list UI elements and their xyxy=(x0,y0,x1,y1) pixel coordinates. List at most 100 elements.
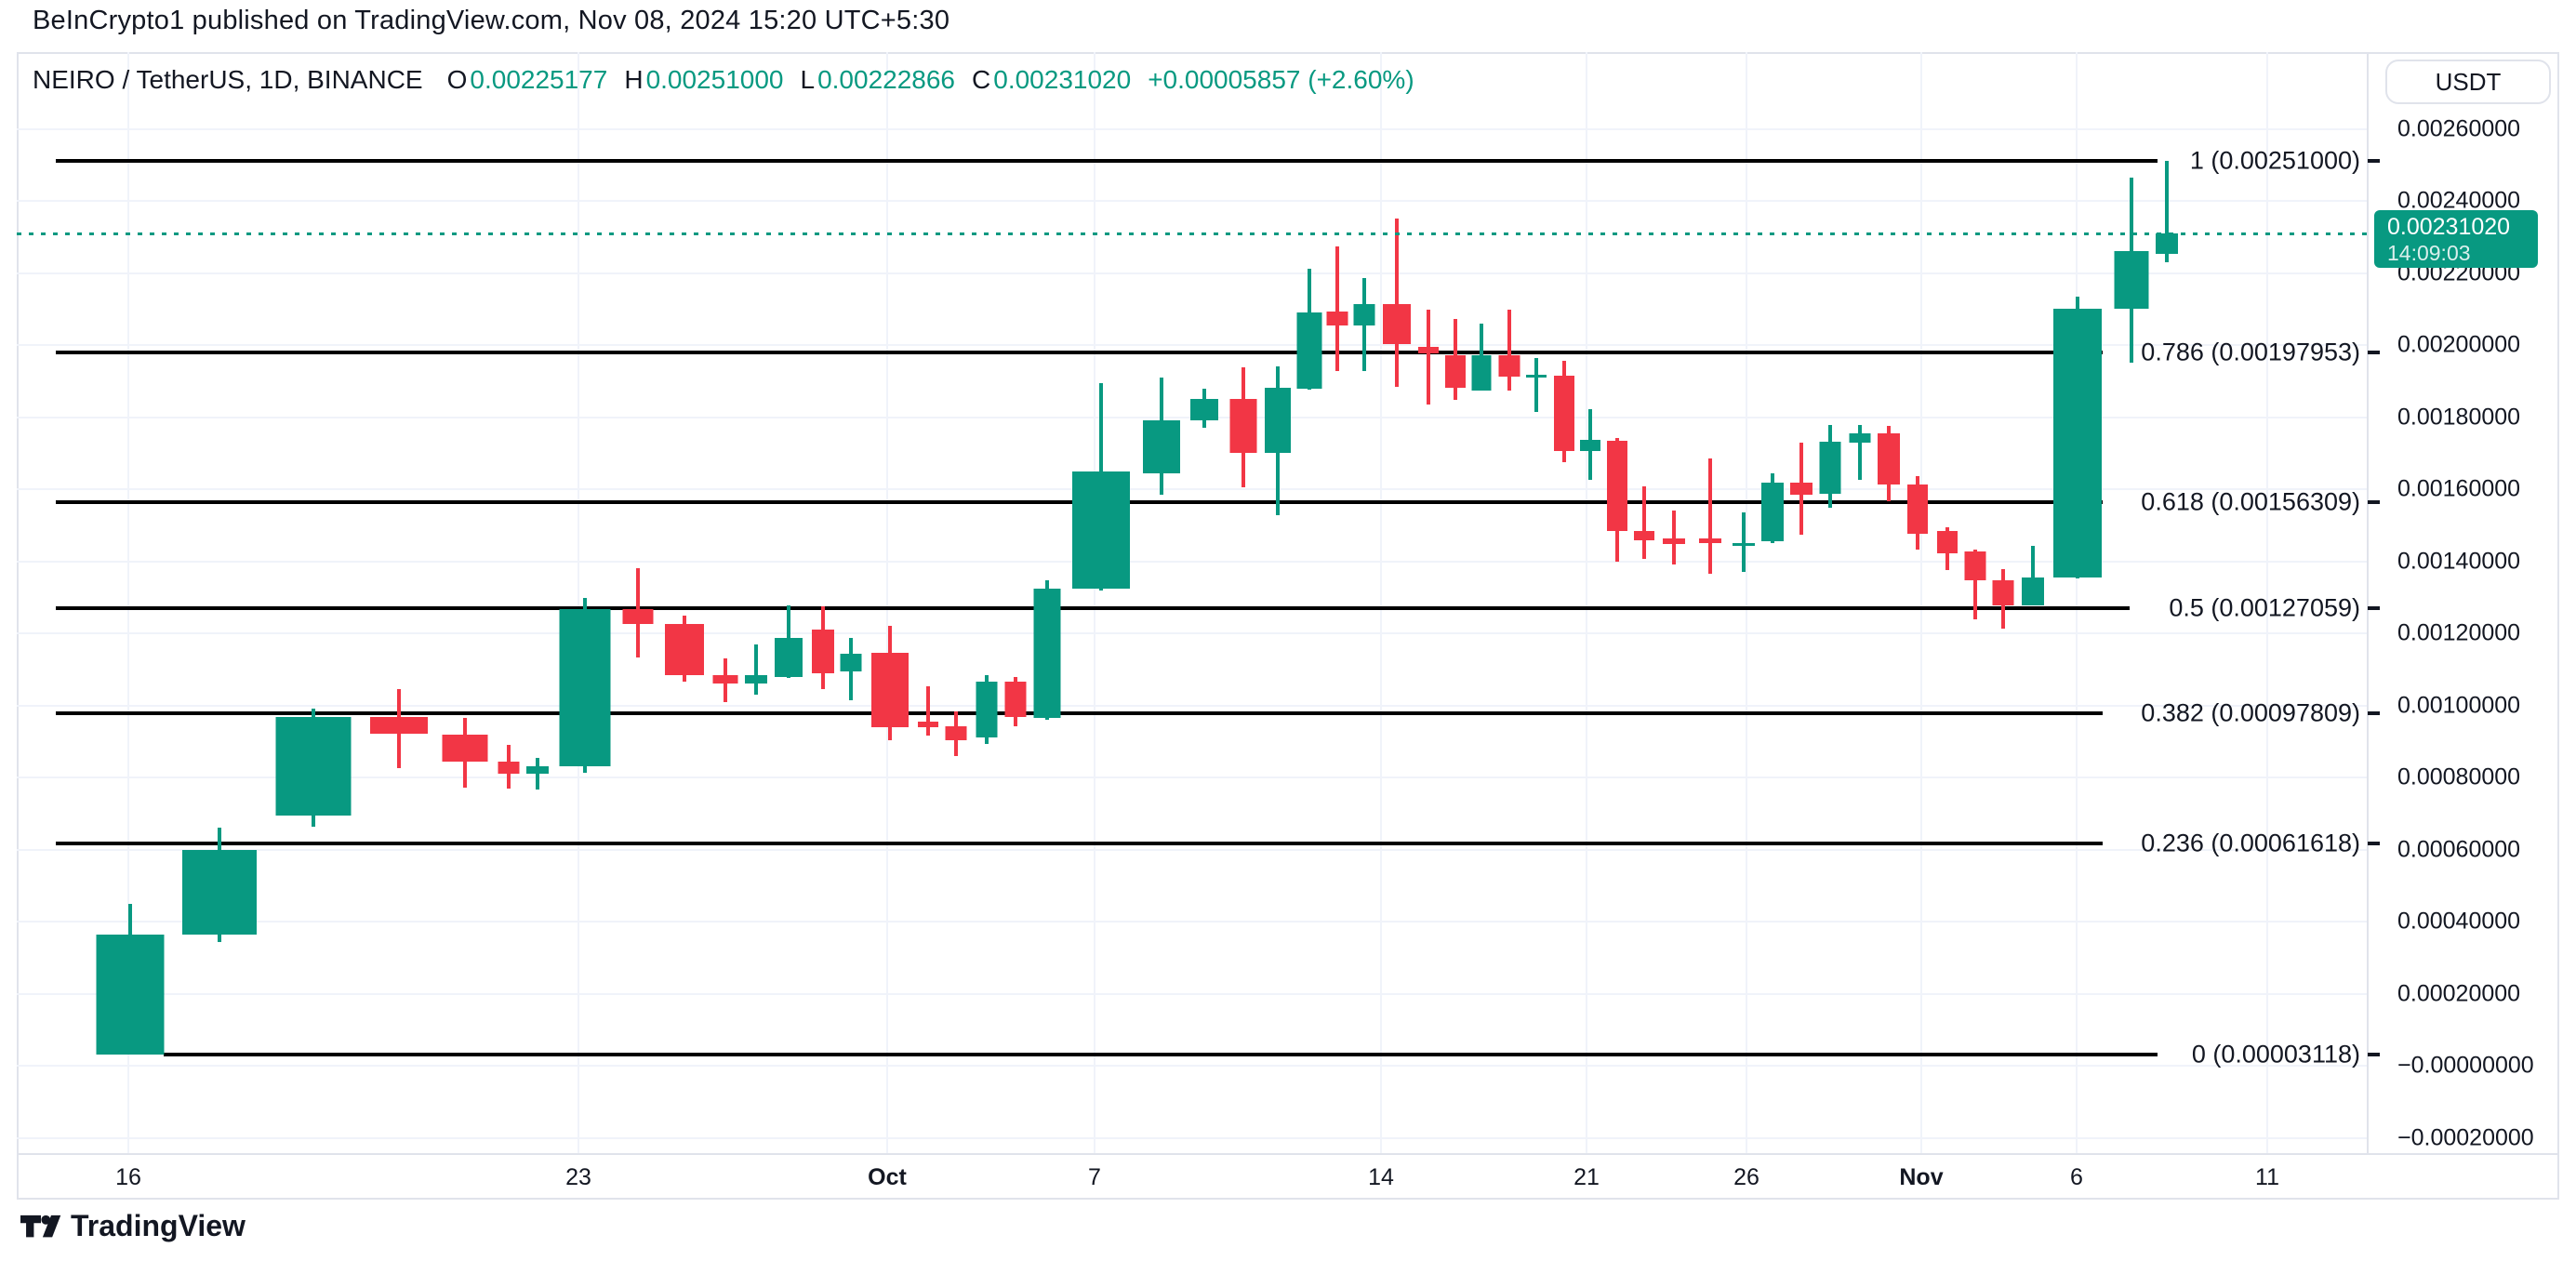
vertical-gridline xyxy=(1380,52,1382,1153)
candle-wick xyxy=(2165,161,2169,263)
candle xyxy=(1229,399,1257,454)
price-axis-label: 0.00140000 xyxy=(2397,548,2521,574)
tradingview-attribution[interactable]: TradingView xyxy=(20,1209,246,1243)
candle xyxy=(945,725,967,740)
vertical-gridline xyxy=(1094,52,1095,1153)
candle-wick xyxy=(536,757,539,790)
fib-level-line xyxy=(56,159,2158,164)
fib-axis-tick xyxy=(2368,710,2380,715)
candle xyxy=(1326,311,1348,326)
candle xyxy=(442,734,488,763)
price-scale[interactable]: 0.00260000 0.00240000 0.00220000 0.00200000… xyxy=(2367,52,2559,1153)
candle-wick xyxy=(1335,246,1339,372)
candle xyxy=(1849,433,1871,444)
fib-level-line xyxy=(164,1052,2158,1056)
horizontal-gridline xyxy=(17,777,2367,778)
time-scale[interactable]: 16 23 Oct 7 14 21 26 Nov 6 11 xyxy=(17,1153,2559,1200)
candle xyxy=(775,638,803,678)
horizontal-gridline xyxy=(17,992,2367,995)
candle xyxy=(1733,542,1755,546)
fib-axis-tick xyxy=(2368,159,2380,164)
candle xyxy=(1992,580,2014,606)
candle xyxy=(1790,482,1812,495)
fib-level-label: 0.786 (0.00197953) xyxy=(2141,338,2360,366)
price-axis-label: 0.00180000 xyxy=(2397,404,2521,430)
candle-wick xyxy=(1973,549,1977,620)
time-axis-label: 21 xyxy=(1573,1164,1600,1190)
candle xyxy=(96,935,165,1055)
candle xyxy=(1554,376,1574,452)
candle xyxy=(1296,312,1322,390)
fib-level-label: 0.236 (0.00061618) xyxy=(2141,829,2360,857)
candle-wick xyxy=(926,686,930,736)
candle xyxy=(1878,433,1900,484)
currency-unit-button[interactable]: USDT xyxy=(2385,60,2551,104)
price-axis-label: 0.00260000 xyxy=(2397,115,2521,141)
candle xyxy=(1445,355,1466,389)
vertical-gridline xyxy=(578,52,579,1153)
candle xyxy=(1964,551,1986,581)
candle-wick xyxy=(754,644,758,695)
candle xyxy=(976,682,998,738)
candle-wick xyxy=(1427,310,1430,405)
horizontal-gridline xyxy=(17,560,2367,563)
candle xyxy=(812,630,834,673)
symbol-legend: NEIRO / TetherUS, 1D, BINANCE O 0.00225177… xyxy=(33,65,1431,95)
candle-wick xyxy=(1642,485,1646,559)
candle xyxy=(1699,538,1721,544)
candle xyxy=(1937,530,1958,553)
candle-wick xyxy=(1672,510,1676,564)
legend-part: 0.00231020 xyxy=(993,65,1132,94)
candle xyxy=(1265,388,1291,454)
candle xyxy=(745,675,767,684)
fib-axis-tick xyxy=(2368,500,2380,505)
horizontal-gridline xyxy=(17,127,2367,130)
candle xyxy=(1190,399,1218,421)
horizontal-gridline xyxy=(17,632,2367,634)
price-axis-label: 0.00080000 xyxy=(2397,763,2521,790)
fib-level-label: 1 (0.00251000) xyxy=(2189,146,2360,175)
legend-part: H xyxy=(624,65,644,94)
legend-part: C xyxy=(972,65,991,94)
candle xyxy=(1498,355,1520,378)
candle xyxy=(2022,577,2044,606)
fib-level-label: 0 (0.00003118) xyxy=(2191,1040,2360,1069)
price-axis-label: 0.00040000 xyxy=(2397,908,2521,935)
candle xyxy=(622,609,654,625)
time-axis-label: 11 xyxy=(2255,1164,2279,1190)
candle xyxy=(2156,232,2178,255)
time-axis-label: 7 xyxy=(1088,1164,1101,1190)
candle xyxy=(1383,303,1411,344)
legend-part: +0.00005857 (+2.60%) xyxy=(1148,65,1414,94)
legend-part: 0.00222866 xyxy=(817,65,956,94)
legend-part: NEIRO / TetherUS, 1D, BINANCE xyxy=(33,65,423,94)
vertical-gridline xyxy=(1920,52,1922,1153)
horizontal-gridline xyxy=(17,344,2367,346)
candle xyxy=(712,674,738,684)
candle xyxy=(1418,346,1439,353)
fib-axis-tick xyxy=(2368,350,2380,354)
fib-axis-tick xyxy=(2368,1052,2380,1056)
time-axis-label: 14 xyxy=(1368,1164,1394,1190)
price-axis-label: 0.00020000 xyxy=(2397,980,2521,1006)
candle xyxy=(918,721,938,727)
horizontal-gridline xyxy=(17,488,2367,490)
chart-plot-area[interactable]: 1 (0.00251000) 0.786 (0.00197953) 0.618 (0… xyxy=(17,52,2367,1153)
tradingview-logo-icon xyxy=(20,1215,61,1237)
time-axis-label: 26 xyxy=(1733,1164,1759,1190)
price-axis-label: −0.00000000 xyxy=(2397,1052,2534,1079)
vertical-gridline xyxy=(2266,52,2268,1153)
vertical-gridline xyxy=(886,52,888,1153)
time-axis-label: Nov xyxy=(1899,1164,1944,1190)
candle xyxy=(1663,538,1685,545)
fib-level-label: 0.382 (0.00097809) xyxy=(2141,698,2360,727)
price-axis-label: 0.00160000 xyxy=(2397,475,2521,502)
candle xyxy=(1143,420,1180,473)
chart-frame xyxy=(17,52,2559,1200)
candle xyxy=(871,653,909,727)
candle xyxy=(526,765,549,774)
fib-level-line xyxy=(56,350,2104,354)
price-axis-label: 0.00240000 xyxy=(2397,187,2521,214)
price-axis-label: 0.00120000 xyxy=(2397,619,2521,646)
time-axis-label: 23 xyxy=(565,1164,591,1190)
